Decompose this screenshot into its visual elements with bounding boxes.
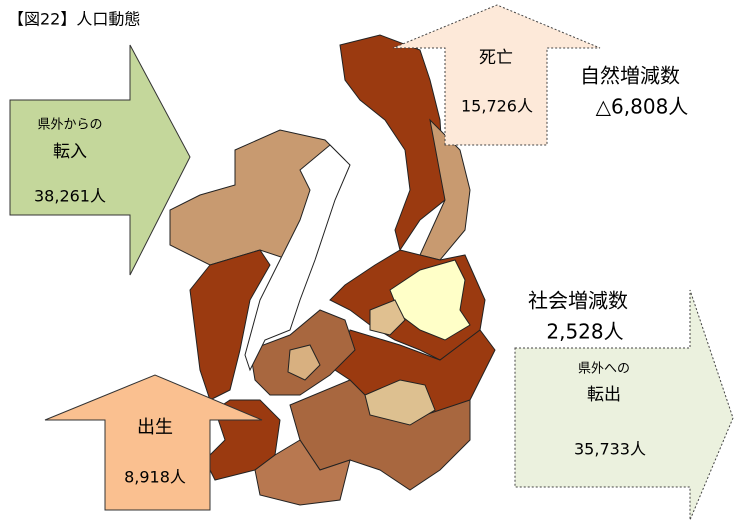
region bbox=[254, 439, 351, 506]
lake-biwa bbox=[244, 144, 351, 372]
in-count: 38,261人 bbox=[34, 187, 106, 206]
out-count: 35,733人 bbox=[574, 440, 646, 459]
region bbox=[389, 259, 471, 341]
shiga-map bbox=[169, 34, 496, 506]
in-label: 転入 bbox=[53, 142, 87, 162]
death-label: 死亡 bbox=[479, 48, 513, 68]
region bbox=[339, 34, 446, 252]
region bbox=[364, 379, 436, 426]
natural-label: 自然増減数 bbox=[580, 64, 680, 88]
region bbox=[419, 118, 471, 261]
region bbox=[287, 344, 321, 381]
region bbox=[369, 299, 406, 336]
title: 【図22】人口動態 bbox=[8, 10, 140, 29]
death-count: 15,726人 bbox=[461, 97, 533, 116]
death-arrow bbox=[392, 4, 601, 146]
out-to: 県外への bbox=[578, 362, 630, 377]
natural-count: △6,808人 bbox=[596, 95, 689, 119]
birth-arrow bbox=[44, 374, 263, 511]
in-from: 県外からの bbox=[37, 118, 102, 133]
out-arrow bbox=[514, 289, 734, 521]
out-label: 転出 bbox=[587, 385, 621, 405]
social-count: 2,528人 bbox=[546, 320, 623, 344]
in-arrow bbox=[9, 44, 191, 276]
region bbox=[189, 249, 271, 401]
birth-label: 出生 bbox=[137, 417, 173, 438]
social-label: 社会増減数 bbox=[528, 289, 628, 313]
birth-count: 8,918人 bbox=[124, 468, 186, 487]
